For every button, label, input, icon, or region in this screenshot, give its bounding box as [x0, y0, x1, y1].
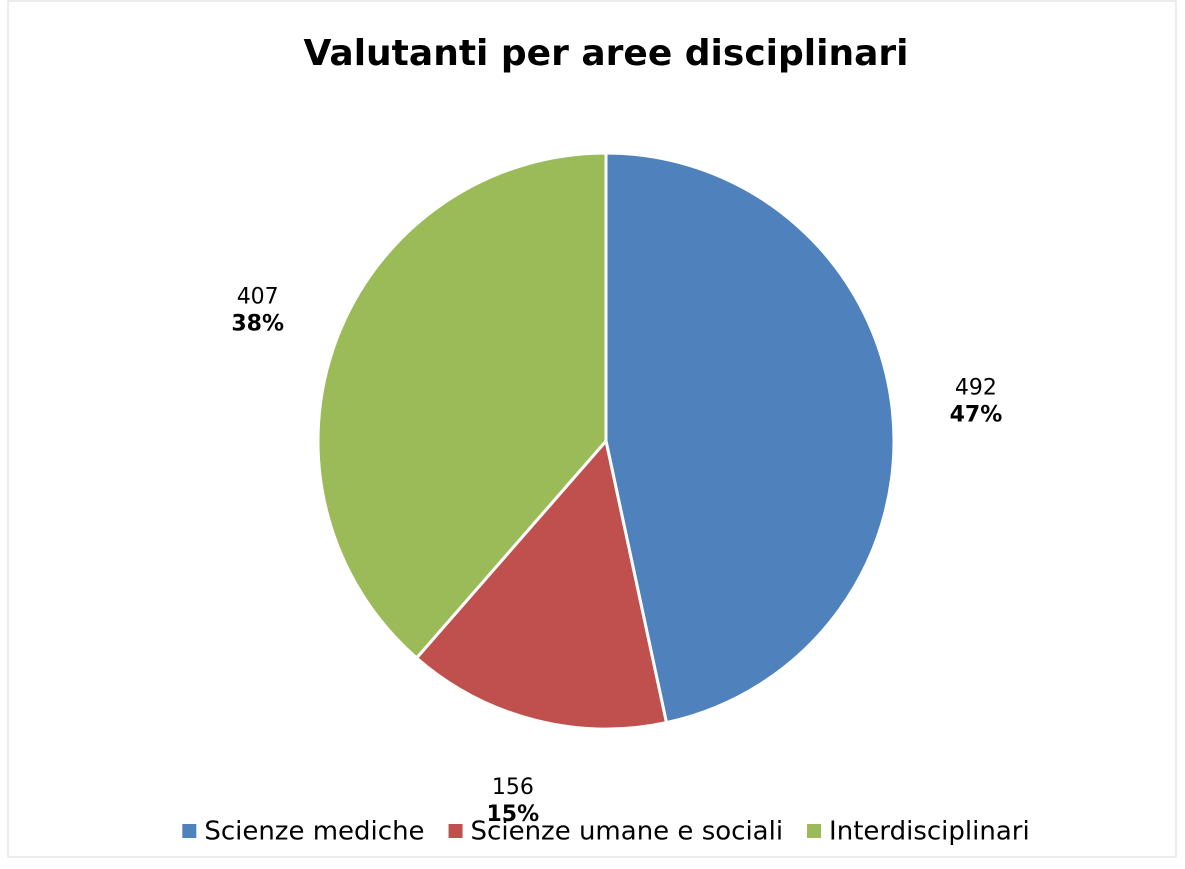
pie-slice [604, 151, 896, 725]
legend-label: Scienze umane e sociali [471, 817, 784, 847]
pie-slice [316, 151, 608, 661]
legend-swatch [807, 824, 822, 838]
percent-label: 47% [950, 403, 1003, 428]
legend-label: Scienze mediche [204, 817, 424, 847]
percent-label: 15% [487, 802, 540, 827]
data-label: 407 [237, 284, 279, 309]
chart-title: Valutanti per aree disciplinari [304, 33, 909, 74]
data-label: 156 [492, 775, 534, 800]
percent-label: 38% [231, 311, 284, 336]
legend-label: Interdisciplinari [829, 817, 1030, 847]
legend-swatch [182, 824, 197, 838]
data-label: 492 [955, 376, 997, 401]
pie-slice [414, 437, 669, 731]
legend-swatch [448, 824, 463, 838]
